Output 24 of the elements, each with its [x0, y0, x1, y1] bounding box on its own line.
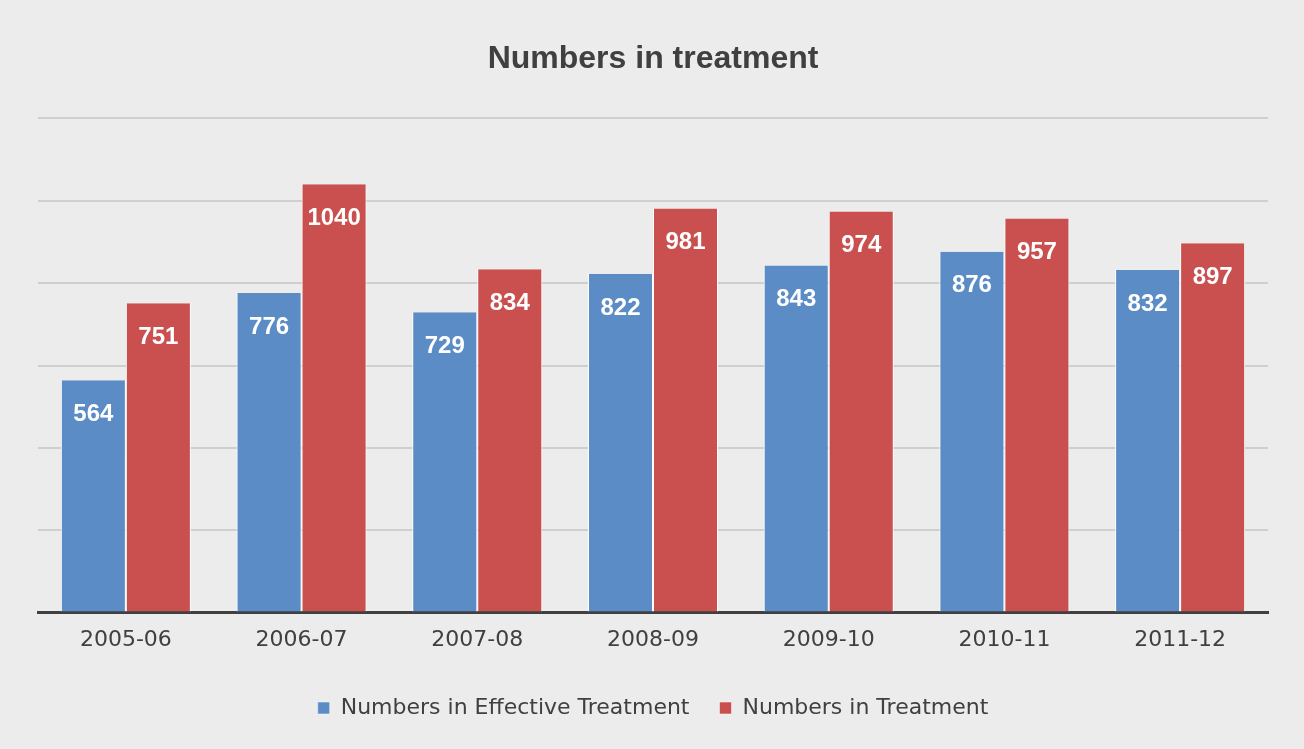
data-label: 822: [600, 292, 641, 320]
legend-label: Numbers in Effective Treatment: [340, 693, 690, 719]
data-label: 729: [424, 331, 465, 358]
x-tick-label: 2007-08: [431, 625, 524, 651]
legend-label: Numbers in Treatment: [742, 693, 989, 719]
data-label: 832: [1127, 288, 1168, 316]
x-tick-label: 2005-06: [79, 625, 172, 651]
data-label: 974: [841, 230, 882, 258]
chart-title: Numbers in treatment: [487, 39, 819, 76]
data-label: 897: [1192, 261, 1233, 289]
x-tick-label: 2011-12: [1134, 625, 1227, 651]
data-label: 1040: [307, 202, 361, 230]
x-tick-label: 2009-10: [782, 625, 875, 651]
data-label: 564: [73, 398, 115, 426]
data-label: 834: [489, 287, 531, 315]
data-label: 981: [665, 227, 706, 255]
data-label: 843: [776, 284, 817, 312]
x-tick-label: 2006-07: [255, 625, 348, 651]
data-label: 776: [249, 311, 290, 339]
x-tick-label: 2010-11: [958, 625, 1051, 651]
x-tick-label: 2008-09: [607, 625, 699, 651]
data-label: 957: [1016, 237, 1057, 265]
data-label: 751: [138, 321, 179, 349]
data-label: 876: [951, 270, 992, 298]
